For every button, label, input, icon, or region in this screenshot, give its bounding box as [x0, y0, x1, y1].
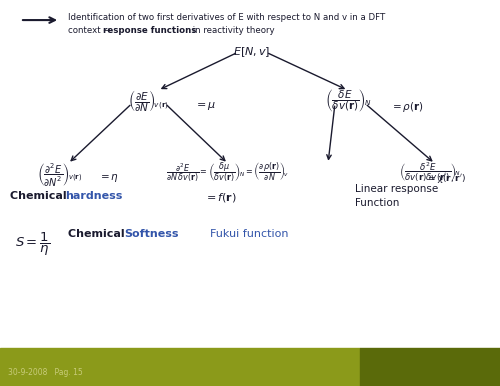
Text: $= \rho(\mathbf{r})$: $= \rho(\mathbf{r})$ — [390, 100, 424, 114]
Text: Identification of two first derivatives of E with respect to N and v in a DFT: Identification of two first derivatives … — [68, 13, 385, 22]
Text: $\dfrac{\partial^2 E}{\partial N\,\delta v(\mathbf{r})} = \left(\dfrac{\delta\mu: $\dfrac{\partial^2 E}{\partial N\,\delta… — [166, 161, 290, 184]
Bar — [360, 348, 500, 386]
Text: $\left(\dfrac{\partial E}{\partial N}\right)_{\!v(\mathbf{r})}$: $\left(\dfrac{\partial E}{\partial N}\ri… — [128, 88, 168, 114]
Text: Chemical: Chemical — [10, 191, 70, 201]
Bar — [0, 348, 360, 386]
Text: Softness: Softness — [124, 229, 178, 239]
Text: context →: context → — [68, 26, 114, 35]
Text: hardness: hardness — [65, 191, 122, 201]
Text: $= \mu$: $= \mu$ — [194, 100, 216, 112]
Text: $= \chi(\mathbf{r},\mathbf{r}^{\prime})$: $= \chi(\mathbf{r},\mathbf{r}^{\prime})$ — [426, 172, 466, 185]
Text: Linear response: Linear response — [355, 184, 438, 194]
Text: $\left(\dfrac{\delta E}{\delta v(\mathbf{r})}\right)_{\!N}$: $\left(\dfrac{\delta E}{\delta v(\mathbf… — [325, 88, 371, 114]
Text: $E[N,v]$: $E[N,v]$ — [234, 45, 270, 59]
Text: $= f(\mathbf{r})$: $= f(\mathbf{r})$ — [204, 191, 236, 204]
Text: response functions: response functions — [103, 26, 196, 35]
Text: $= \eta$: $= \eta$ — [98, 172, 119, 184]
Text: in reactivity theory: in reactivity theory — [190, 26, 274, 35]
Text: $\left(\dfrac{\partial^2 E}{\partial N^2}\right)_{\!v(\mathbf{r})}$: $\left(\dfrac{\partial^2 E}{\partial N^2… — [38, 161, 82, 188]
Text: $S = \dfrac{1}{\eta}$: $S = \dfrac{1}{\eta}$ — [15, 231, 50, 258]
Text: Function: Function — [355, 198, 400, 208]
Text: $\left(\dfrac{\delta^2 E}{\delta v(\mathbf{r})\delta v(\mathbf{r}^{\prime})}\rig: $\left(\dfrac{\delta^2 E}{\delta v(\math… — [399, 161, 461, 184]
Text: Fukui function: Fukui function — [210, 229, 288, 239]
Text: Chemical: Chemical — [68, 229, 128, 239]
Text: 30-9-2008   Pag. 15: 30-9-2008 Pag. 15 — [8, 368, 83, 377]
